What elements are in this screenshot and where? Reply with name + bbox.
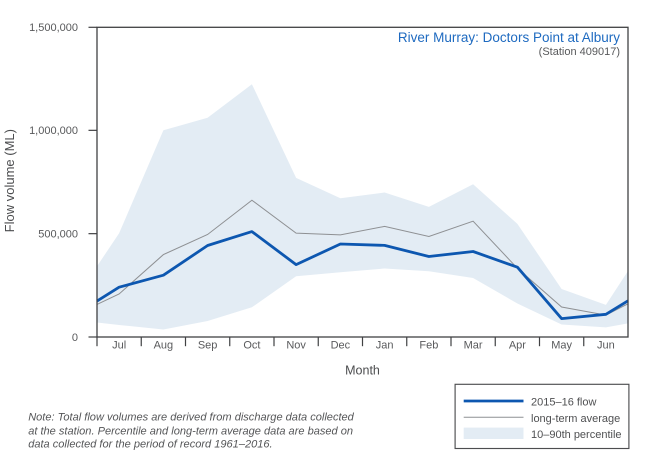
svg-text:Dec: Dec	[331, 340, 351, 352]
svg-text:May: May	[551, 340, 572, 352]
svg-text:Nov: Nov	[286, 340, 306, 352]
svg-text:Jun: Jun	[597, 340, 615, 352]
svg-text:Oct: Oct	[243, 340, 260, 352]
svg-text:data collected for the period: data collected for the period of record …	[28, 439, 272, 451]
svg-text:Jul: Jul	[112, 340, 126, 352]
svg-text:0: 0	[72, 332, 78, 344]
svg-text:Note: Total flow volumes are d: Note: Total flow volumes are derived fro…	[28, 412, 354, 424]
svg-text:Sep: Sep	[198, 340, 218, 352]
svg-text:Jan: Jan	[376, 340, 394, 352]
svg-text:at the station. Percentile and: at the station. Percentile and long-term…	[28, 425, 353, 437]
svg-text:Mar: Mar	[464, 340, 483, 352]
svg-text:1,000,000: 1,000,000	[29, 125, 78, 137]
svg-text:(Station 409017): (Station 409017)	[539, 46, 620, 58]
svg-text:Feb: Feb	[419, 340, 438, 352]
svg-text:Flow volume (ML): Flow volume (ML)	[2, 129, 17, 232]
svg-text:2015–16 flow: 2015–16 flow	[531, 397, 596, 409]
svg-text:long-term average: long-term average	[531, 413, 620, 425]
svg-text:1,500,000: 1,500,000	[29, 22, 78, 34]
svg-text:Aug: Aug	[154, 340, 174, 352]
svg-text:Apr: Apr	[509, 340, 526, 352]
svg-text:River Murray: Doctors Point at: River Murray: Doctors Point at Albury	[398, 30, 620, 45]
svg-text:500,000: 500,000	[38, 229, 78, 241]
svg-text:10–90th percentile: 10–90th percentile	[531, 429, 622, 441]
svg-text:Month: Month	[345, 363, 380, 377]
